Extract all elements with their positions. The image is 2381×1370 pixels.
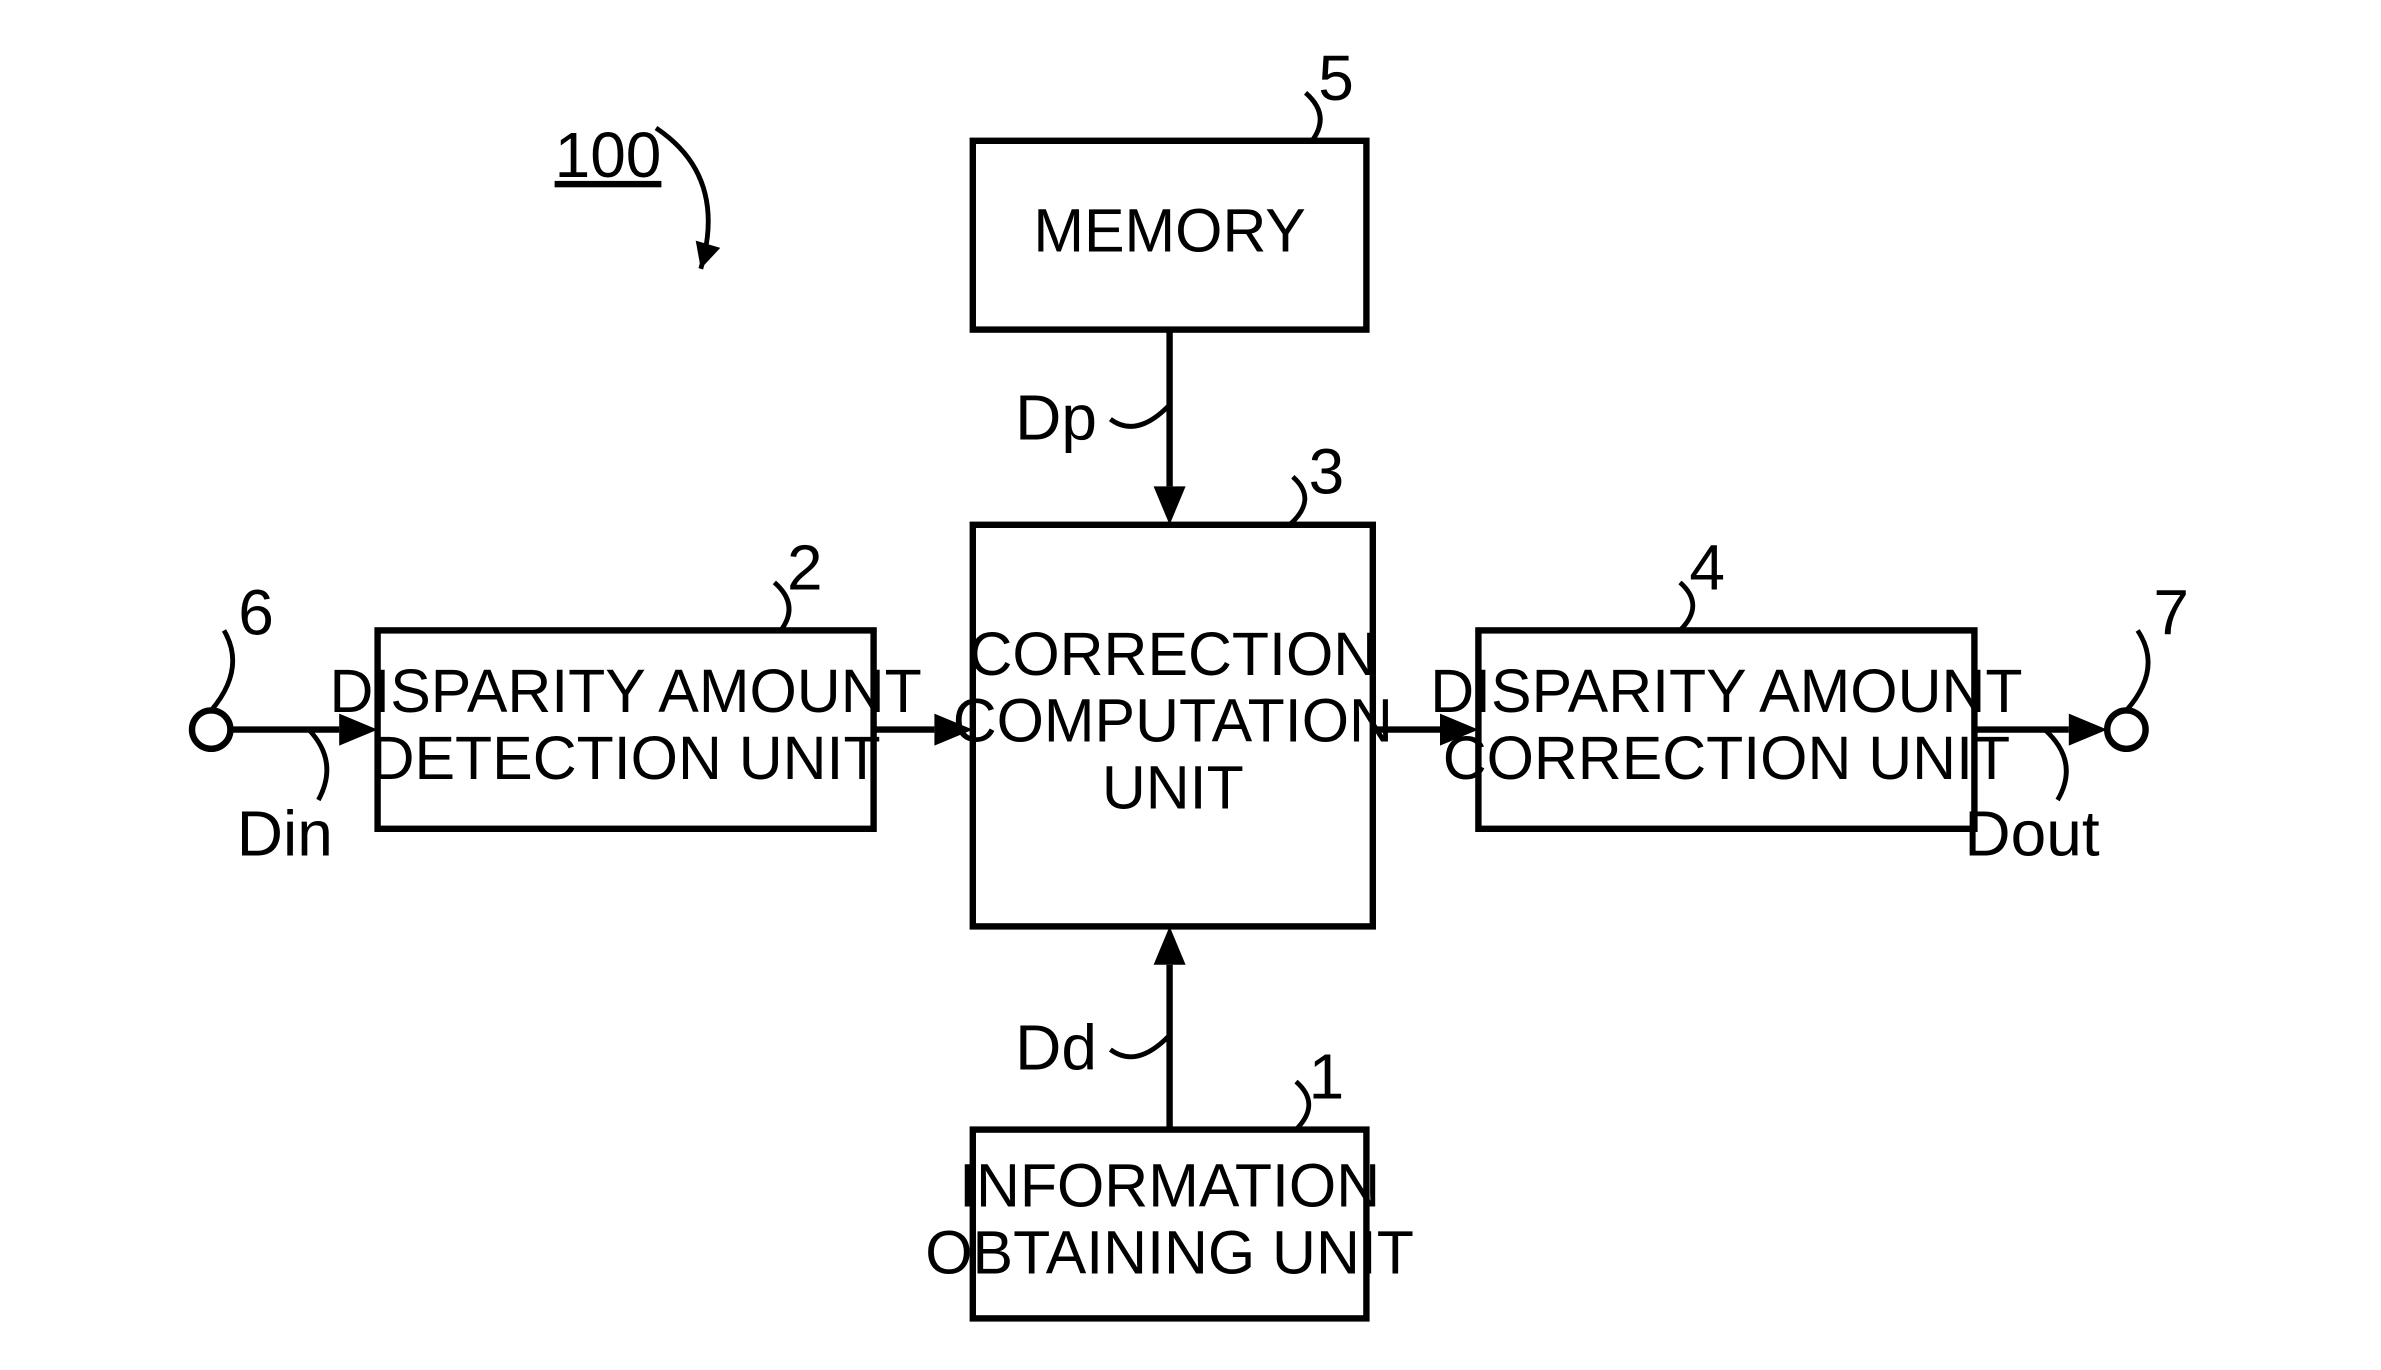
svg-text:2: 2 <box>787 532 823 604</box>
signal-Dout: Dout <box>1964 797 2099 869</box>
info-label-0: INFORMATION <box>959 1152 1380 1220</box>
svg-text:6: 6 <box>238 577 274 649</box>
correction-label-2: UNIT <box>1102 754 1244 822</box>
detection-label-0: DISPARITY AMOUNT <box>329 657 921 725</box>
correction-label-0: CORRECTION <box>968 620 1377 688</box>
corr_unit-block: DISPARITY AMOUNTCORRECTION UNIT <box>1430 630 2022 828</box>
info-block: INFORMATIONOBTAINING UNIT <box>925 1130 1414 1319</box>
memory-label-0: MEMORY <box>1033 196 1306 264</box>
detection-label-1: DETECTION UNIT <box>371 724 881 792</box>
signal-Din: Din <box>237 797 333 869</box>
info-label-1: OBTAINING UNIT <box>925 1219 1414 1287</box>
correction-block: CORRECTIONCOMPUTATIONUNIT <box>953 525 1393 927</box>
terminal-out <box>2107 710 2145 748</box>
system-ref: 100 <box>555 119 662 191</box>
svg-text:4: 4 <box>1689 532 1725 604</box>
correction-label-1: COMPUTATION <box>953 687 1393 755</box>
svg-text:1: 1 <box>1309 1041 1345 1113</box>
signal-Dp: Dp <box>1015 381 1097 453</box>
corr_unit-label-1: CORRECTION UNIT <box>1443 724 2010 792</box>
memory-block: MEMORY <box>973 141 1367 330</box>
svg-text:5: 5 <box>1318 42 1354 114</box>
svg-text:3: 3 <box>1309 436 1345 508</box>
svg-text:7: 7 <box>2153 577 2189 649</box>
signal-Dd: Dd <box>1015 1012 1097 1084</box>
corr_unit-label-0: DISPARITY AMOUNT <box>1430 657 2022 725</box>
terminal-in <box>192 710 230 748</box>
detection-block: DISPARITY AMOUNTDETECTION UNIT <box>329 630 921 828</box>
